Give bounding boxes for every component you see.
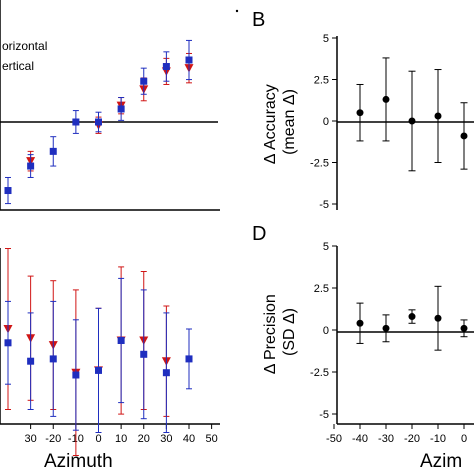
panel-a-horizontal-point (4, 187, 12, 195)
panel-c-horizontal-point (140, 350, 148, 358)
panel-d-x-tick-label: -30 (378, 433, 394, 445)
panel-c-horizontal-point (185, 355, 193, 363)
panel-d-y-ticks: 5 2.5 0 -2.5 -5 (310, 241, 337, 421)
panel-d-point (460, 324, 468, 332)
panel-b-y-tick-label: 5 (323, 33, 329, 45)
panel-a-horizontal-point (95, 118, 102, 126)
panel-d-x-tick-label: -20 (404, 433, 420, 445)
panel-a-horizontal-point (117, 105, 125, 113)
panel-b-point (356, 109, 364, 117)
panel-d-y-label-line-1: Δ Precision (262, 294, 279, 374)
panel-c-horizontal-point (72, 371, 80, 379)
panel-b-point (434, 112, 442, 120)
legend-label-vertical: ertical (2, 59, 34, 73)
panel-d-y-tick-label: -2.5 (310, 367, 329, 379)
panel-a-marks (4, 39, 194, 205)
legend-label-horizontal: orizontal (2, 39, 47, 53)
panel-c-horizontal-point (4, 339, 12, 347)
panel-b-y-label-line-1: Δ Accuracy (262, 84, 279, 164)
panel-b-y-tick-label: 2.5 (314, 75, 329, 87)
panel-d-x-tick-label: 0 (461, 433, 467, 445)
panel-b-y-tick-label: -5 (319, 199, 329, 211)
panel-b: B 5 2.5 0 -2.5 -5 Δ Accuracy (mean Δ) (252, 9, 474, 211)
panel-b-marks (356, 57, 468, 172)
panel-b-point (408, 117, 416, 125)
panel-b-point (382, 95, 390, 103)
panel-b-y-label-line-2: (mean Δ) (281, 89, 298, 155)
panel-d-y-axis-label: Δ Precision (SD Δ) (262, 290, 298, 375)
panel-c-horizontal-point (162, 369, 170, 377)
panel-a-horizontal-point (49, 147, 57, 155)
panel-b-y-tick-label: -2.5 (310, 158, 329, 170)
panel-c-x-tick-label: 10 (115, 433, 127, 445)
panel-d-marks (356, 285, 468, 351)
panel-c-horizontal-point (27, 357, 35, 365)
panel-d-point (434, 314, 442, 322)
panel-c-x-tick-label: 50 (206, 433, 218, 445)
panel-c-x-ticks: 30 -20 -10 0 10 20 30 40 50 (25, 424, 218, 445)
panel-d-y-label-line-2: (SD Δ) (281, 308, 298, 356)
panel-c-x-tick-label: 0 (95, 433, 101, 445)
panel-d-y-tick-label: 5 (323, 241, 329, 253)
panel-d-letter: D (252, 223, 266, 245)
panel-a-horizontal-point (162, 63, 170, 71)
panel-a-legend: orizontal ertical (2, 39, 47, 73)
panel-a-horizontal-point (140, 77, 148, 85)
panel-d-y-tick-label: 2.5 (314, 283, 329, 295)
panel-d-x-tick-label: -40 (352, 433, 368, 445)
panel-c-x-tick-label: 30 (160, 433, 172, 445)
panel-d-y-tick-label: -5 (319, 409, 329, 421)
panel-d-point (356, 319, 364, 327)
panel-d-x-ticks: -50 -40 -30 -20 -10 0 (326, 424, 467, 445)
panel-d-point (382, 324, 390, 332)
panel-d: D 5 2.5 0 -2.5 -5 -50 -40 -30 -20 -10 0 Δ Precisi… (252, 223, 474, 472)
panel-b-y-tick-label: 0 (323, 116, 329, 128)
panel-c-x-axis-label: Azimuth (44, 451, 113, 472)
panel-c: 30 -20 -10 0 10 20 30 40 50 Azimuth (0, 248, 220, 472)
panel-c-x-tick-label: 40 (183, 433, 195, 445)
panel-d-x-tick-label: -50 (326, 433, 342, 445)
panel-a-horizontal-point (27, 162, 35, 170)
panel-a-horizontal-point (72, 118, 80, 126)
panel-c-horizontal-point (117, 337, 125, 344)
panel-b-y-axis-label: Δ Accuracy (mean Δ) (262, 80, 298, 165)
panel-c-x-tick-label: 30 (25, 433, 37, 445)
panel-c-x-tick-label: -20 (45, 433, 61, 445)
panel-b-y-ticks: 5 2.5 0 -2.5 -5 (310, 33, 337, 211)
panel-d-y-tick-label: 0 (323, 325, 329, 337)
panel-d-point (408, 313, 416, 321)
stray-dot (235, 9, 239, 13)
panel-b-point (460, 132, 468, 140)
panel-a: orizontal ertical (0, 0, 220, 211)
panel-d-x-tick-label: -10 (430, 433, 446, 445)
panel-d-x-axis-label: Azim (420, 451, 462, 472)
panel-c-x-tick-label: 20 (138, 433, 150, 445)
panel-c-horizontal-point (95, 366, 102, 374)
panel-c-marks (3, 248, 193, 456)
panel-a-horizontal-point (185, 56, 193, 64)
panel-b-letter: B (252, 9, 265, 31)
panel-c-horizontal-point (49, 355, 57, 363)
